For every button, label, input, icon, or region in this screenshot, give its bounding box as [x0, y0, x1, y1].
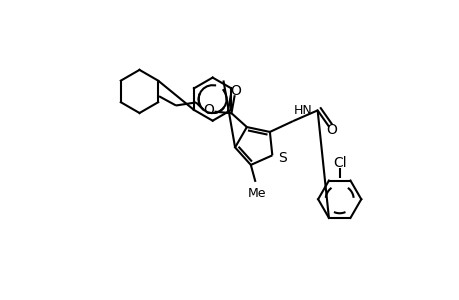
Text: HN: HN — [293, 104, 312, 117]
Text: O: O — [325, 123, 336, 136]
Text: S: S — [277, 151, 286, 165]
Text: Me: Me — [247, 187, 266, 200]
Text: O: O — [230, 84, 240, 98]
Text: Cl: Cl — [332, 156, 346, 170]
Text: O: O — [203, 103, 214, 117]
